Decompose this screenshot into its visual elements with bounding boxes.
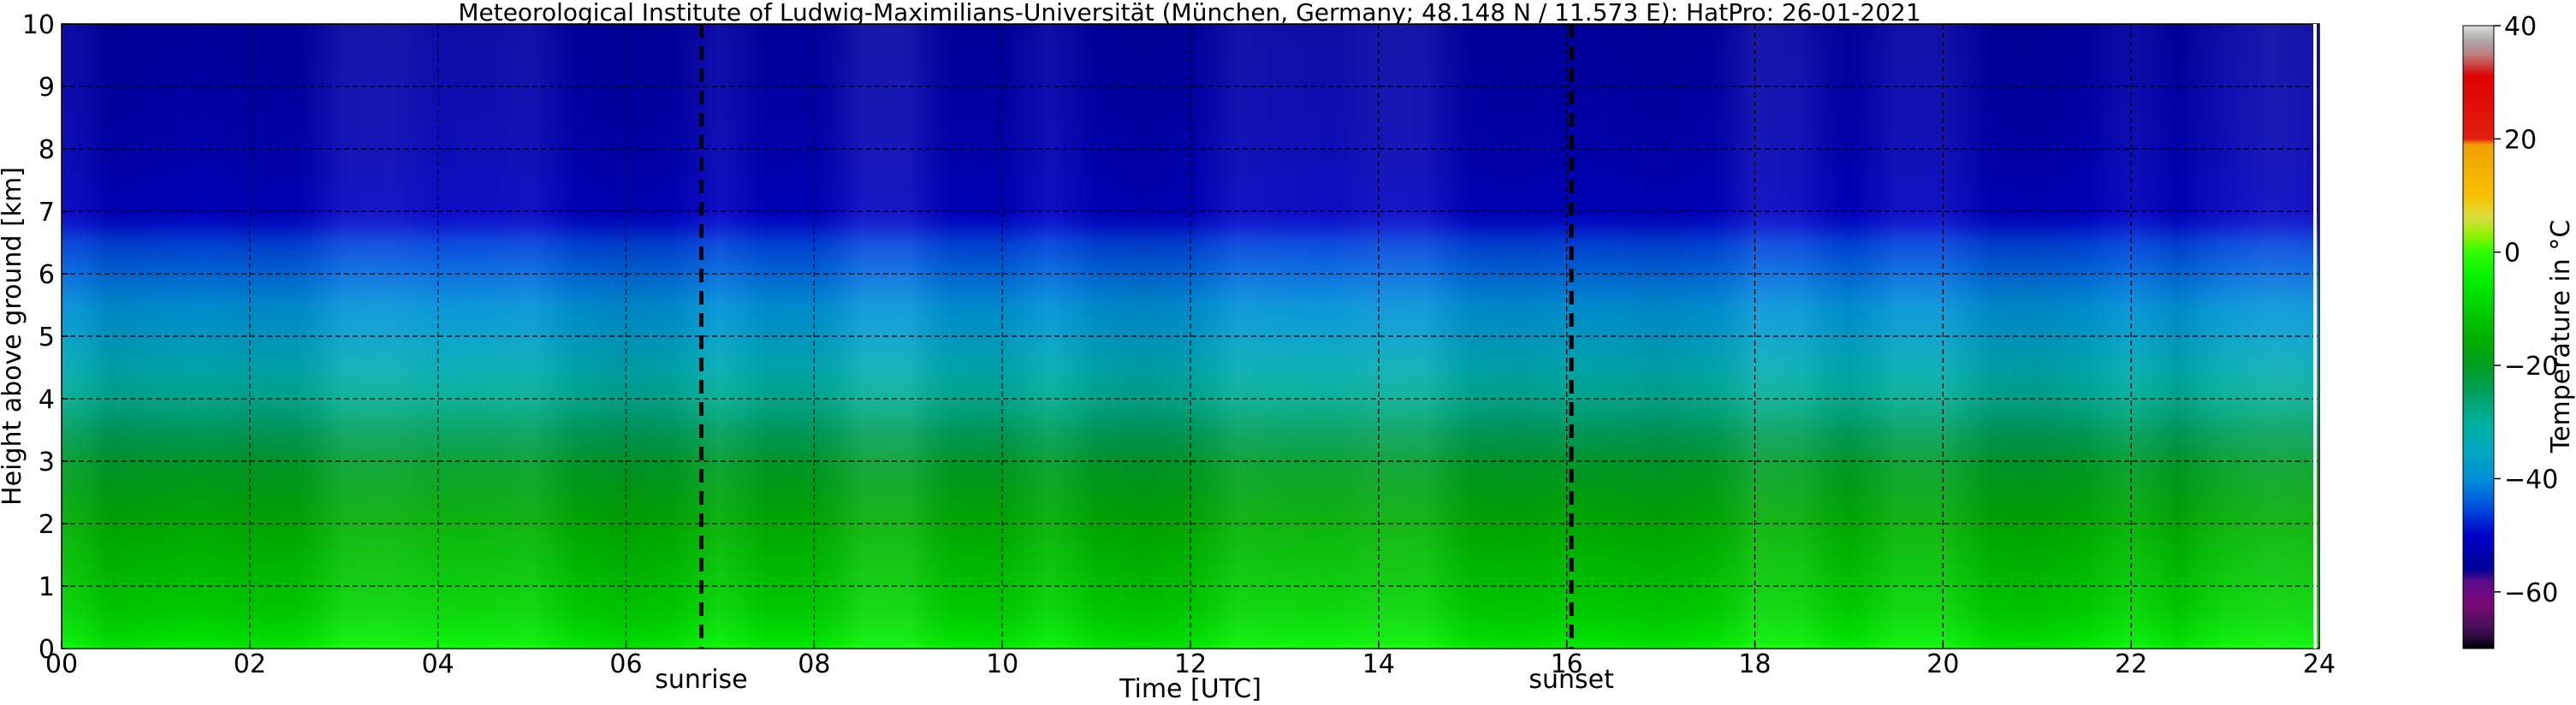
- colorbar-tick-label: −20: [2504, 352, 2558, 382]
- event-lines: sunrise sunset: [655, 24, 1614, 695]
- y-tick-label: 8: [39, 135, 55, 165]
- x-tick-label: 08: [798, 649, 830, 679]
- colorbar-scale: [2462, 25, 2495, 649]
- degree-symbol: °: [2546, 238, 2576, 251]
- y-tick-label: 3: [39, 447, 55, 477]
- colorbar-tick-label: −60: [2504, 578, 2558, 608]
- x-tick-label: 18: [1738, 649, 1771, 679]
- colorbar-tick-label: 0: [2504, 239, 2520, 269]
- data-gap: [2313, 24, 2317, 649]
- x-tick-label: 12: [1174, 649, 1207, 679]
- colorbar-tick-label: 20: [2504, 125, 2537, 155]
- colorbar-ticks: 40 20 0 −20 −40 −60: [2494, 12, 2558, 608]
- y-axis-label: Height above ground [km]: [0, 167, 27, 506]
- plot-area: sunrise sunset 00 02 04 06 08 10 12 14 16 18 20 22 24…: [22, 10, 2336, 695]
- sunset-label: sunset: [1528, 665, 1614, 695]
- x-tick-label: 14: [1362, 649, 1395, 679]
- y-tick-label: 1: [39, 572, 55, 602]
- colorbar: 40 20 0 −20 −40 −60 Temperature in °C: [2462, 12, 2576, 649]
- sunrise-label: sunrise: [655, 665, 747, 695]
- x-axis-label: Time [UTC]: [1119, 674, 1261, 704]
- x-tick-label: 00: [45, 649, 78, 679]
- x-tick-label: 16: [1551, 649, 1583, 679]
- y-tick-label: 6: [39, 260, 55, 290]
- grid-lines: [62, 24, 2319, 649]
- x-tick-label: 20: [1926, 649, 1959, 679]
- y-tick-label: 2: [39, 510, 55, 540]
- y-tick-label: 5: [39, 323, 55, 352]
- y-tick-label: 10: [22, 10, 55, 40]
- chart-title: Meteorological Institute of Ludwig-Maxim…: [458, 0, 1920, 27]
- y-tick-label: 0: [39, 635, 55, 665]
- colorbar-label: Temperature in °C: [2546, 220, 2576, 453]
- y-tick-label: 4: [39, 385, 55, 415]
- x-tick-label: 02: [234, 649, 266, 679]
- y-axis-ticks: 0 1 2 3 4 5 6 7 8 9 10: [22, 10, 68, 665]
- y-tick-label: 9: [39, 73, 55, 103]
- x-tick-label: 10: [986, 649, 1018, 679]
- x-tick-label: 04: [422, 649, 454, 679]
- colorbar-tick-label: 40: [2504, 12, 2537, 42]
- x-tick-label: 06: [609, 649, 642, 679]
- colorbar-tick-label: −40: [2504, 465, 2558, 495]
- x-axis-ticks: 00 02 04 06 08 10 12 14 16 18 20 22 24: [45, 642, 2336, 679]
- x-tick-label: 22: [2115, 649, 2147, 679]
- y-tick-label: 7: [39, 198, 55, 228]
- x-tick-label: 24: [2303, 649, 2336, 679]
